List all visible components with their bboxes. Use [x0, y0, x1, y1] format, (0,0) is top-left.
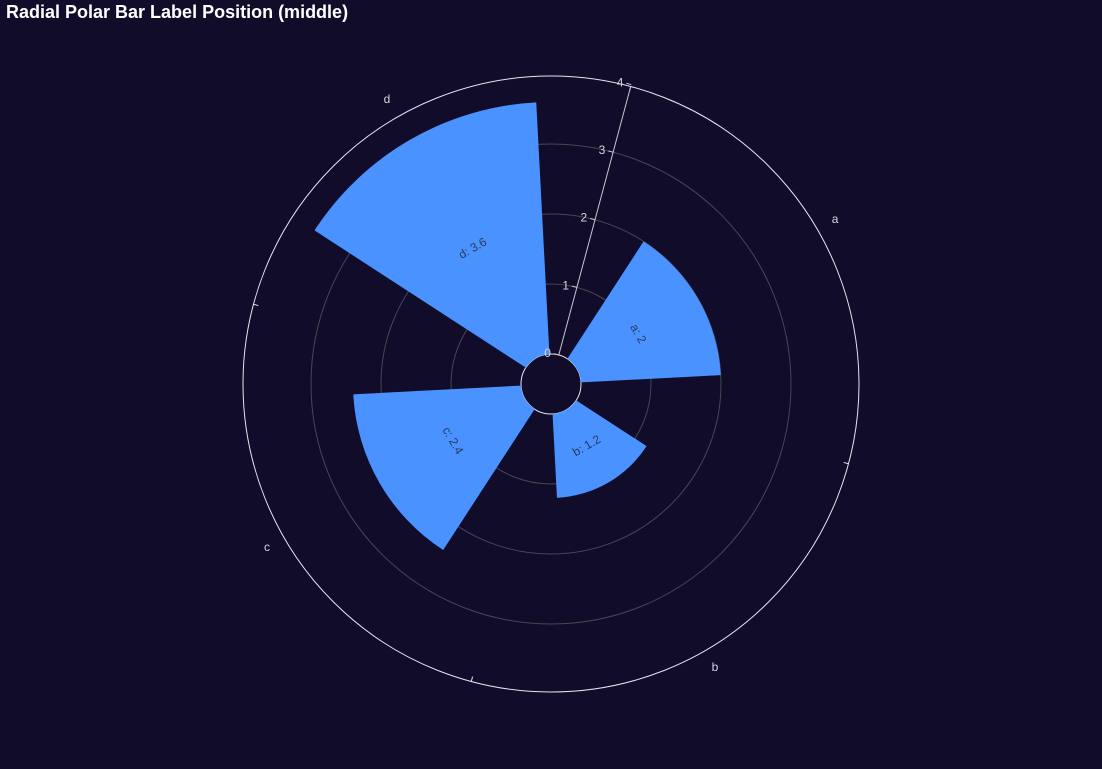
bar-a: [567, 241, 721, 383]
radius-tick-label: 1: [562, 278, 569, 292]
angle-axis-tick: [843, 461, 849, 465]
bar-d: [314, 102, 550, 368]
bar-b: [552, 400, 647, 498]
radius-tick-label: 2: [580, 211, 587, 225]
angle-axis-tick: [253, 303, 259, 307]
category-label-c: c: [264, 540, 270, 554]
radius-axis-tick: [590, 218, 596, 221]
inner-circle: [520, 353, 582, 415]
radius-tick-label: 0: [544, 346, 551, 360]
category-label-d: d: [384, 92, 391, 106]
radius-axis-tick: [608, 150, 614, 153]
bar-c: [353, 385, 535, 551]
radius-axis-line: [558, 86, 632, 356]
radius-tick-label: 3: [599, 143, 606, 157]
page-title: Radial Polar Bar Label Position (middle): [6, 2, 349, 22]
radius-axis-tick: [553, 353, 559, 356]
radius-tick-label: 4: [617, 75, 624, 89]
angle-axis-tick: [470, 676, 474, 682]
split-circle: [380, 213, 722, 555]
angle-axis-circle: [242, 75, 860, 693]
radius-axis-tick: [626, 82, 632, 86]
split-circle: [310, 143, 792, 625]
category-label-a: a: [832, 212, 839, 226]
radius-axis-tick: [571, 285, 578, 288]
category-label-b: b: [712, 660, 719, 674]
split-circle: [450, 283, 652, 485]
